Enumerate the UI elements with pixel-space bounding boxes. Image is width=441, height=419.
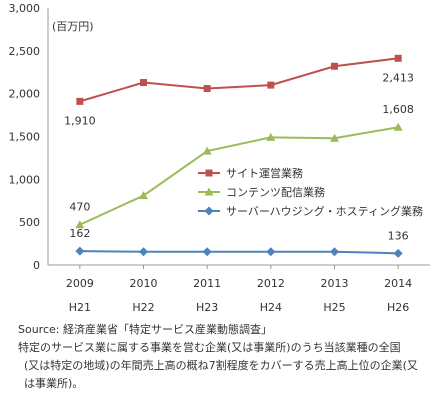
series-line (79, 126, 399, 226)
notes: Source: 経済産業省「特定サービス産業動態調査」 特定のサービス業に属する… (18, 321, 436, 393)
series-point (202, 146, 212, 155)
series-line (79, 250, 399, 255)
series-point (139, 247, 148, 257)
y-tick-label: 500 (19, 216, 40, 229)
series-point (330, 133, 339, 142)
y-tick-label: 2,500 (9, 45, 41, 58)
legend-marker (204, 206, 214, 216)
series-point (140, 79, 147, 87)
data-label: 470 (69, 201, 90, 214)
x-tick-label: 2012 (257, 277, 285, 290)
data-label: 136 (388, 229, 409, 242)
data-label: 2,413 (382, 71, 414, 84)
y-tick-label: 0 (33, 259, 40, 272)
series-point (267, 81, 275, 89)
series-layer (75, 54, 403, 258)
line-chart: (百万円) 0 500 1,000 1,500 2,000 2,500 3,000 2009… (9, 2, 430, 314)
x-tick-label-secondary: H22 (132, 301, 154, 314)
series-point (330, 247, 339, 257)
data-label: 1,910 (64, 114, 96, 127)
x-tick-label-secondary: H25 (323, 301, 345, 314)
note-line-2: (又は特定の地域)の年間売上高の概ね7割程度をカバーする売上高上位の企業(又 (24, 359, 418, 372)
note-line-3: は事業所)。 (24, 377, 84, 390)
legend-label: コンテンツ配信業務 (226, 185, 325, 199)
x-tick-label: 2011 (193, 277, 221, 290)
x-tick-label-secondary: H21 (69, 301, 91, 314)
series-point (75, 220, 85, 229)
legend-marker (205, 169, 213, 177)
series-point (139, 191, 148, 200)
series-line (79, 57, 399, 103)
series-point (266, 132, 276, 141)
data-label: 1,608 (382, 103, 414, 116)
y-tick-label: 1,500 (9, 131, 41, 144)
x-axis-ticks: 2009 H21 2010 H22 2011 H23 2012 H24 2013 H25 2014 H… (66, 265, 412, 314)
source-note: Source: 経済産業省「特定サービス産業動態調査」 (18, 323, 272, 336)
x-tick-label: 2010 (130, 277, 158, 290)
y-tick-label: 1,000 (9, 173, 41, 186)
series-point (76, 97, 84, 105)
series-point (203, 85, 211, 93)
y-tick-label: 2,000 (9, 88, 41, 101)
data-label: 162 (69, 227, 90, 240)
x-tick-label: 2013 (321, 277, 349, 290)
note-line-1: 特定のサービス業に属する事業を営む企業(又は事業所)のうち当該業種の全国 (18, 341, 401, 354)
data-labels: 1,910 2,413 470 1,608 162 136 (64, 71, 414, 242)
x-tick-label-secondary: H24 (260, 301, 282, 314)
x-tick-label: 2009 (66, 277, 94, 290)
y-axis-ticks: 0 500 1,000 1,500 2,000 2,500 3,000 (9, 2, 41, 272)
series-point (202, 247, 212, 257)
x-tick-label-secondary: H26 (387, 301, 409, 314)
legend-label: サイト運営業務 (226, 166, 303, 180)
series-point (331, 62, 338, 70)
series-point (266, 247, 276, 257)
series-point (393, 122, 403, 131)
legend-label: サーバーハウジング・ホスティング業務 (226, 204, 423, 218)
legend-marker (204, 187, 214, 196)
series-point (393, 248, 403, 258)
y-tick-label: 3,000 (9, 2, 41, 15)
x-tick-label: 2014 (384, 277, 412, 290)
unit-label: (百万円) (52, 20, 94, 33)
series-point (75, 246, 85, 256)
series-point (394, 54, 402, 62)
x-tick-label-secondary: H23 (196, 301, 218, 314)
